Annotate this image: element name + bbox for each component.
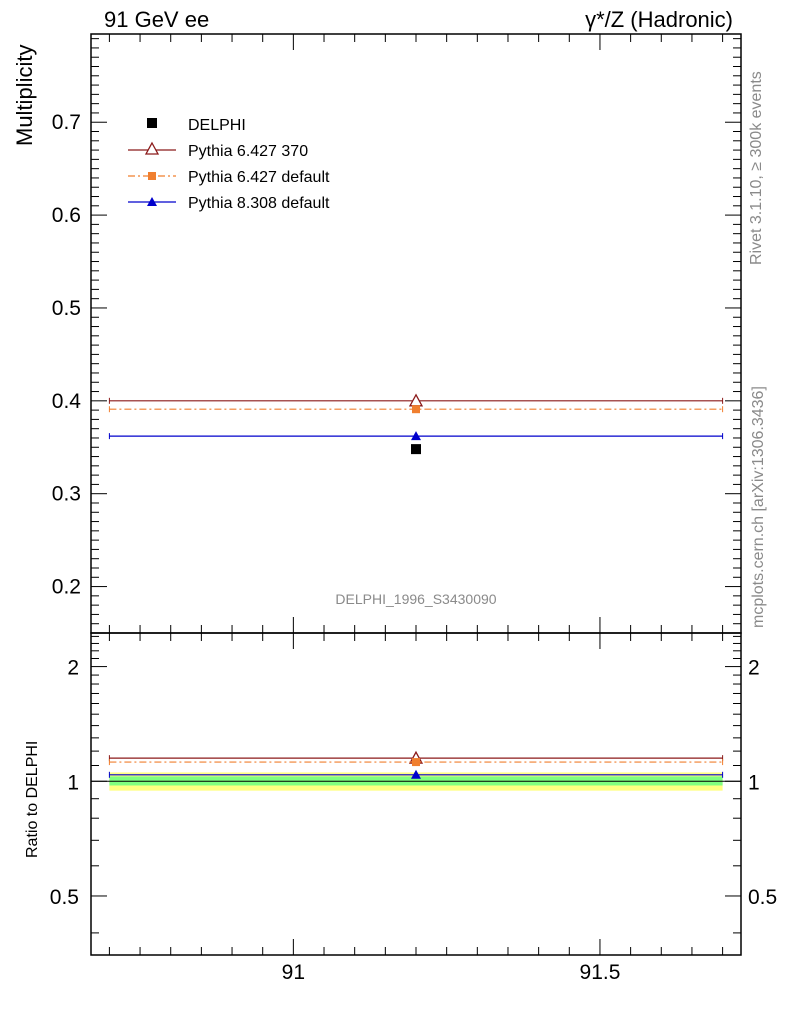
legend-marker-p6-370 xyxy=(144,141,160,155)
legend-entry-pythia-6-427-370: Pythia 6.427 370 xyxy=(128,141,308,160)
main-point-p6_def xyxy=(412,405,420,414)
ratio-ytick-label-right: 0.5 xyxy=(748,886,777,909)
legend-marker-delphi xyxy=(147,118,157,128)
ratio-ytick-label: 1 xyxy=(67,771,79,794)
main-ytick-label: 0.5 xyxy=(52,297,81,320)
main-ytick-label: 0.4 xyxy=(52,390,82,413)
ratio-ytick-label-right: 2 xyxy=(748,657,760,680)
ratio-axis-ticks: 0.5 0.5 1 1 2 2 91 91.5 xyxy=(50,635,777,984)
main-ytick-label: 0.7 xyxy=(52,111,81,134)
legend: DELPHI Pythia 6.427 370 Pythia 6.427 def… xyxy=(128,117,330,212)
title-left: 91 GeV ee xyxy=(104,7,209,32)
main-ylabel: Multiplicity xyxy=(12,45,37,146)
analysis-watermark: DELPHI_1996_S3430090 xyxy=(335,591,496,607)
ratio-ytick-label: 0.5 xyxy=(50,886,79,909)
main-ytick-label: 0.6 xyxy=(52,204,81,227)
ratio-ylabel: Ratio to DELPHI xyxy=(24,741,41,858)
main-point-p8_def xyxy=(411,431,421,441)
main-ytick-label: 0.2 xyxy=(52,576,81,599)
main-ytick-label: 0.3 xyxy=(52,483,81,506)
main-axis-ticks: 0.2 0.3 0.4 0.5 0.6 0.7 xyxy=(52,34,741,955)
legend-marker-p6-default xyxy=(148,172,156,180)
ratio-point-p8_def xyxy=(411,769,421,779)
legend-entry-pythia-8-308-default: Pythia 8.308 default xyxy=(128,195,330,212)
title-right: γ*/Z (Hadronic) xyxy=(585,7,733,32)
mcplots-label: mcplots.cern.ch [arXiv:1306.3436] xyxy=(750,386,767,628)
ratio-point-p6_def xyxy=(412,758,420,767)
ratio-plot-frame xyxy=(90,632,742,956)
legend-marker-p8-default xyxy=(147,197,157,206)
main-series-layer xyxy=(108,393,724,455)
legend-entry-pythia-6-427-default: Pythia 6.427 default xyxy=(128,169,330,186)
legend-label-p8-default: Pythia 8.308 default xyxy=(188,195,330,212)
rivet-label: Rivet 3.1.10, ≥ 300k events xyxy=(748,71,765,265)
ratio-ytick-label-right: 1 xyxy=(748,771,760,794)
ratio-series-layer xyxy=(108,750,724,779)
xtick-label: 91.5 xyxy=(580,961,621,984)
legend-label-delphi: DELPHI xyxy=(188,117,246,134)
legend-entry-delphi: DELPHI xyxy=(147,117,246,134)
ratio-bands xyxy=(91,772,741,791)
ratio-ytick-label: 2 xyxy=(67,657,79,680)
xtick-label: 91 xyxy=(282,961,305,984)
legend-label-p6-370: Pythia 6.427 370 xyxy=(188,143,308,160)
main-point-delphi xyxy=(411,444,421,455)
legend-label-p6-default: Pythia 6.427 default xyxy=(188,169,330,186)
